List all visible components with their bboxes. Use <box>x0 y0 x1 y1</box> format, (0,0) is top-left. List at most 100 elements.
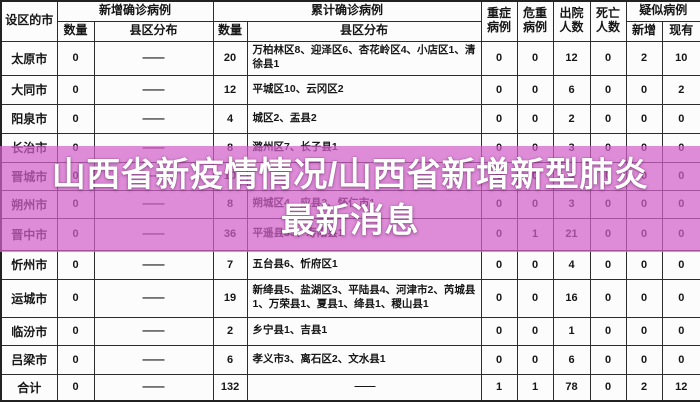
cell-severe: 1 <box>480 373 518 402</box>
cell-severe: 0 <box>480 40 518 76</box>
cell-cumulative-count: 36 <box>212 217 248 251</box>
cell-discharged: 1 <box>552 316 591 346</box>
cell-suspected-new: 2 <box>625 40 663 76</box>
cell-severe: 0 <box>480 344 518 375</box>
cell-deaths: 0 <box>589 74 627 105</box>
cell-severe: 0 <box>480 278 518 318</box>
cell-city: 阳泉市 <box>0 103 58 134</box>
cell-new-count: 0 <box>56 40 95 76</box>
col-header-critical: 危重病例 <box>516 0 554 42</box>
cell-suspected-current: 0 <box>661 278 700 318</box>
cell-severe: 0 <box>480 103 518 134</box>
cell-new-distribution: —— <box>93 189 214 219</box>
cell-new-count: 0 <box>56 344 95 375</box>
cell-suspected-new: 0 <box>625 217 663 251</box>
cell-new-distribution: —— <box>93 278 214 318</box>
cell-deaths: 0 <box>589 40 627 76</box>
cell-suspected-current: 0 <box>661 103 700 134</box>
cell-suspected-new: 0 <box>625 103 663 134</box>
cell-new-distribution: —— <box>93 344 214 375</box>
cell-new-count: 0 <box>56 74 95 105</box>
cell-suspected-new: 0 <box>625 316 663 346</box>
cell-new-count: 0 <box>56 161 95 191</box>
cell-deaths: 0 <box>589 161 627 191</box>
cell-critical: 1 <box>516 217 554 251</box>
cell-suspected-new: 0 <box>625 74 663 105</box>
cell-new-count: 0 <box>56 189 95 219</box>
cell-severe: 0 <box>480 74 518 105</box>
cell-critical: 1 <box>516 373 554 402</box>
cell-deaths: 0 <box>589 103 627 134</box>
cell-city: 忻州市 <box>0 249 58 280</box>
cell-new-distribution: —— <box>93 40 214 76</box>
col-header-cumulative-count: 数量 <box>212 20 248 42</box>
header-row-sub: 数量 县区分布 数量 县区分布 新增 现有 <box>1 20 700 42</box>
cell-suspected-current: 0 <box>661 316 700 346</box>
cell-suspected-current: 10 <box>661 40 700 76</box>
cell-new-count: 0 <box>56 217 95 251</box>
cell-critical: 0 <box>516 40 554 76</box>
cell-cumulative-count: 12 <box>212 74 248 105</box>
cell-cumulative-count: 8 <box>212 132 248 163</box>
cell-cumulative-distribution: 五台县6、忻府区1 <box>246 249 482 280</box>
cell-suspected-new: 0 <box>625 249 663 280</box>
cell-discharged: 2 <box>552 103 591 134</box>
cell-suspected-new: 0 <box>625 132 663 163</box>
cell-city: 临汾市 <box>0 316 58 346</box>
cell-cumulative-distribution: 万柏林区8、迎泽区6、杏花岭区4、小店区1、清徐县1 <box>246 40 482 76</box>
cell-suspected-new: 0 <box>625 278 663 318</box>
cell-cumulative-count: 6 <box>212 344 248 375</box>
cell-new-count: 0 <box>56 249 95 280</box>
table-row: 合计 0 —— 132 —— 1 1 78 0 2 12 <box>0 373 700 402</box>
cell-deaths: 0 <box>589 373 627 402</box>
cell-new-distribution: —— <box>93 249 214 280</box>
col-header-new-distribution: 县区分布 <box>93 20 214 42</box>
cell-new-count: 0 <box>56 373 95 402</box>
cell-suspected-current: 2 <box>661 74 700 105</box>
cell-suspected-new: 2 <box>625 373 663 402</box>
col-header-severe: 重症病例 <box>480 0 518 42</box>
cell-cumulative-count: 10 <box>212 161 248 191</box>
cell-deaths: 0 <box>589 132 627 163</box>
cell-new-distribution: —— <box>93 132 214 163</box>
cell-deaths: 0 <box>589 249 627 280</box>
cell-deaths: 0 <box>589 344 627 375</box>
cell-new-count: 0 <box>56 132 95 163</box>
table-row: 晋城市 0 —— 10 0 0 4 0 0 0 <box>0 161 700 191</box>
cell-cumulative-distribution: 新绛县5、盐湖区3、平陆县4、河津市2、芮城县1、万荣县1、夏县1、绛县1、稷山… <box>246 278 482 318</box>
cell-suspected-new: 0 <box>625 189 663 219</box>
cell-suspected-current: 0 <box>661 161 700 191</box>
cell-discharged: 4 <box>552 249 591 280</box>
cell-cumulative-distribution: 孝义市3、离石区2、文水县1 <box>246 344 482 375</box>
cell-suspected-current: 0 <box>661 344 700 375</box>
cell-discharged: 21 <box>552 217 591 251</box>
cell-cumulative-count: 7 <box>212 249 248 280</box>
cell-new-distribution: —— <box>93 316 214 346</box>
cell-severe: 0 <box>480 316 518 346</box>
cell-new-distribution: —— <box>93 217 214 251</box>
cell-discharged: 16 <box>552 278 591 318</box>
table-row: 临汾市 0 —— 2 乡宁县1、吉县1 0 0 1 0 0 0 <box>0 316 700 346</box>
table-row: 运城市 0 —— 19 新绛县5、盐湖区3、平陆县4、河津市2、芮城县1、万荣县… <box>0 278 700 318</box>
cell-cumulative-distribution <box>246 161 482 191</box>
cell-city: 太原市 <box>0 40 58 76</box>
cell-cumulative-distribution: 乡宁县1、吉县1 <box>246 316 482 346</box>
cell-city: 大同市 <box>0 74 58 105</box>
cell-deaths: 0 <box>589 278 627 318</box>
cell-critical: 0 <box>516 132 554 163</box>
cell-critical: 0 <box>516 316 554 346</box>
table-row: 太原市 0 —— 20 万柏林区8、迎泽区6、杏花岭区4、小店区1、清徐县1 0… <box>0 40 700 76</box>
col-header-new-confirmed-group: 新增确诊病例 <box>56 0 214 22</box>
table-row: 朔州市 0 —— 8 朔城区4、应县3、怀仁市1 0 0 3 0 0 0 <box>0 189 700 219</box>
cell-new-distribution: —— <box>93 373 214 402</box>
table-row: 晋中市 0 —— 36 平遥县35、寿阳县1 0 1 21 0 0 0 <box>0 217 700 251</box>
cell-discharged: 4 <box>552 161 591 191</box>
cell-cumulative-distribution: 潞州区7、长子县1 <box>246 132 482 163</box>
cell-critical: 0 <box>516 74 554 105</box>
table-row: 忻州市 0 —— 7 五台县6、忻府区1 0 0 4 0 0 0 <box>0 249 700 280</box>
cell-city: 长治市 <box>0 132 58 163</box>
table-row: 吕梁市 0 —— 6 孝义市3、离石区2、文水县1 0 0 6 0 0 0 <box>0 344 700 375</box>
cell-severe: 0 <box>480 217 518 251</box>
cell-cumulative-count: 19 <box>212 278 248 318</box>
